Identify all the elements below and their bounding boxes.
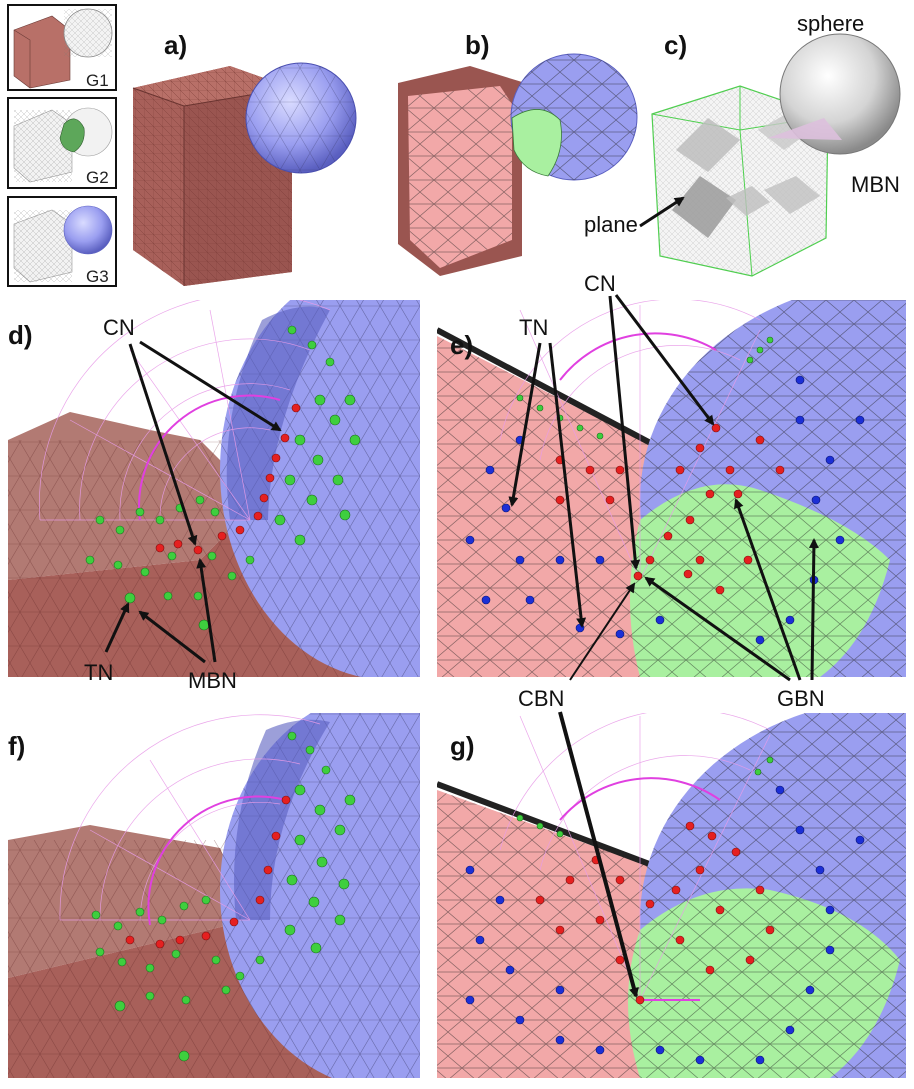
thumbnail-g1: G1: [7, 4, 117, 91]
annotation-tn-e: TN: [519, 315, 548, 340]
thumbnail-g2-label: G2: [86, 168, 109, 187]
annotation-tn-d: TN: [84, 660, 113, 685]
panel-b-label: b): [465, 30, 490, 60]
annotation-gbn: GBN: [777, 686, 825, 711]
panel-g-label: g): [450, 731, 475, 761]
panel-b: b): [398, 30, 638, 276]
thumbnail-g3-label: G3: [86, 267, 109, 286]
panel-a: a): [132, 30, 357, 286]
annotation-cbn: CBN: [518, 686, 564, 711]
panel-d: d) CN TN MBN: [8, 300, 420, 693]
panel-c-label: c): [664, 30, 687, 60]
thumbnail-g3: G3: [7, 196, 117, 287]
panel-f: f): [8, 713, 420, 1078]
annotation-cn-d: CN: [103, 315, 135, 340]
panel-e: e) TN CN CBN GBN: [437, 271, 906, 711]
thumbnail-g1-label: G1: [86, 71, 109, 90]
panel-e-label: e): [450, 330, 473, 360]
panel-c: c) sphere MBN plane: [584, 11, 901, 277]
panel-d-label: d): [8, 320, 33, 350]
annotation-mbn-c: MBN: [851, 172, 900, 197]
panel-a-label: a): [164, 30, 187, 60]
annotation-mbn-d: MBN: [188, 668, 237, 693]
panel-g: g): [437, 711, 906, 1078]
thumbnail-g2: G2: [7, 97, 117, 189]
annotation-cn-e: CN: [584, 271, 616, 296]
panel-f-label: f): [8, 731, 25, 761]
annotation-plane: plane: [584, 212, 638, 237]
annotation-sphere: sphere: [797, 11, 864, 36]
